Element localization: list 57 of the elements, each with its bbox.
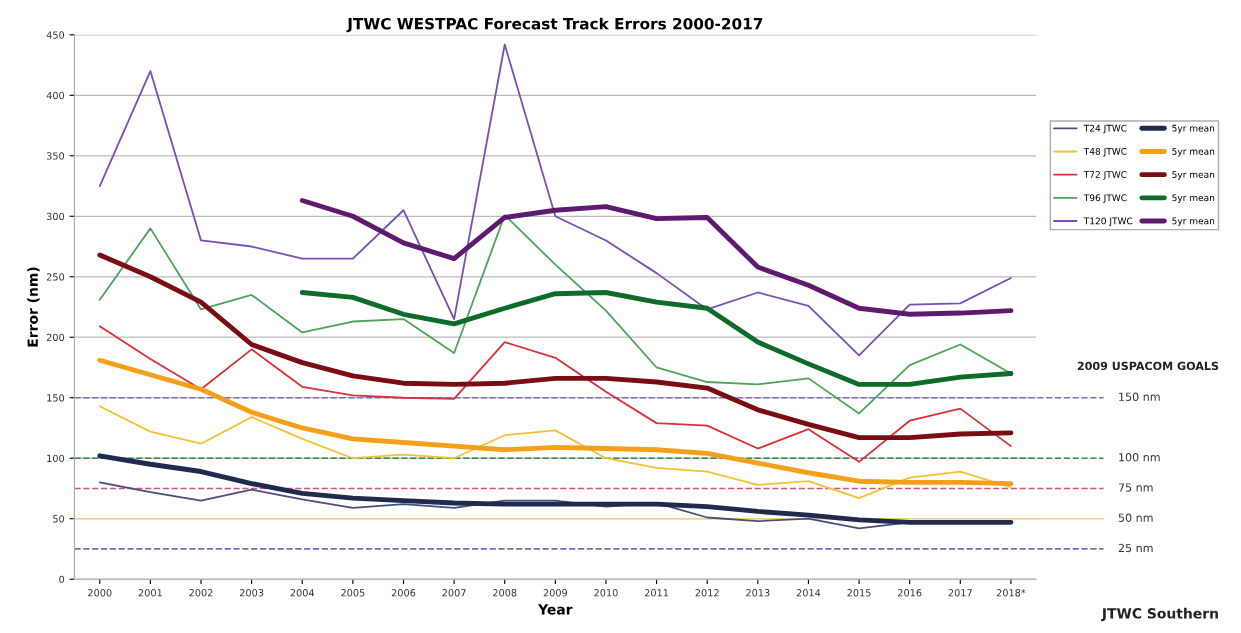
x-tick-label: 2014	[796, 589, 821, 597]
legend-label: T96 JTWC	[1083, 194, 1127, 203]
ref-line-label: 50 nm	[1118, 513, 1153, 522]
ref-line-label: 25 nm	[1118, 543, 1153, 553]
line-series	[98, 405, 1012, 500]
legend-label: 5yr mean	[1172, 124, 1215, 134]
line-series	[97, 453, 1014, 525]
y-tick-label: 300	[46, 212, 65, 221]
x-tick-label: 2006	[391, 589, 416, 597]
x-tick-label: 2011	[644, 589, 669, 597]
x-tick-label: 2015	[847, 589, 871, 597]
y-tick-label: 150	[47, 394, 65, 402]
line-series	[97, 252, 1014, 441]
line-series	[299, 198, 1014, 317]
y-tick-label: 200	[46, 333, 65, 342]
x-tick-label: 2017	[948, 589, 972, 597]
x-tick-label: 2013	[746, 589, 770, 597]
x-tick-label: 2007	[442, 589, 466, 597]
line-series	[98, 325, 1012, 463]
y-tick-label: 250	[46, 273, 65, 281]
text: JTWC Southern	[1101, 607, 1218, 622]
y-tick-label: 50	[53, 515, 65, 523]
x-tick-label: 2010	[594, 589, 618, 597]
x-axis-title: Year	[538, 604, 573, 615]
y-tick-label: 350	[46, 152, 65, 160]
ref-line-label: 75 nm	[1118, 483, 1153, 492]
line-series	[299, 290, 1014, 387]
legend-label: T24 JTWC	[1083, 124, 1127, 134]
x-tick-label: 2000	[88, 589, 112, 597]
line-series	[98, 43, 1012, 357]
x-tick-label: 2005	[341, 589, 365, 597]
legend-label: 5yr mean	[1172, 171, 1215, 180]
chart-title: JTWC WESTPAC Forecast Track Errors 2000-2017	[346, 17, 763, 33]
text: 2009 USPACOM GOALS	[1077, 361, 1219, 371]
x-tick-label: 2003	[239, 589, 264, 597]
ref-line-label: 100 nm	[1119, 453, 1160, 462]
legend-label: T120 JTWC	[1083, 217, 1133, 226]
line-series	[97, 357, 1014, 487]
legend-label: 5yr mean	[1172, 148, 1215, 157]
ref-line-label: 150 nm	[1119, 392, 1160, 401]
legend-label: 5yr mean	[1172, 194, 1215, 203]
legend-label: T48 JTWC	[1083, 147, 1127, 157]
x-tick-label: 2009	[543, 589, 568, 597]
x-tick-label: 2012	[695, 589, 719, 597]
y-tick-label: 100	[47, 454, 65, 463]
y-tick-label: 400	[46, 91, 65, 100]
x-tick-label: 2016	[898, 589, 922, 597]
x-tick-label: 2004	[290, 589, 315, 597]
x-tick-label: 2008	[493, 589, 517, 597]
y-axis-title: Error (nm)	[27, 267, 40, 347]
legend-label: 5yr mean	[1172, 217, 1215, 227]
y-tick-label: 450	[46, 31, 65, 39]
x-tick-label: 2002	[189, 589, 213, 597]
legend-label: T72 JTWC	[1083, 171, 1127, 180]
x-tick-label: 2018*	[996, 589, 1026, 597]
x-tick-label: 2001	[138, 589, 162, 597]
y-tick-label: 0	[59, 575, 65, 584]
